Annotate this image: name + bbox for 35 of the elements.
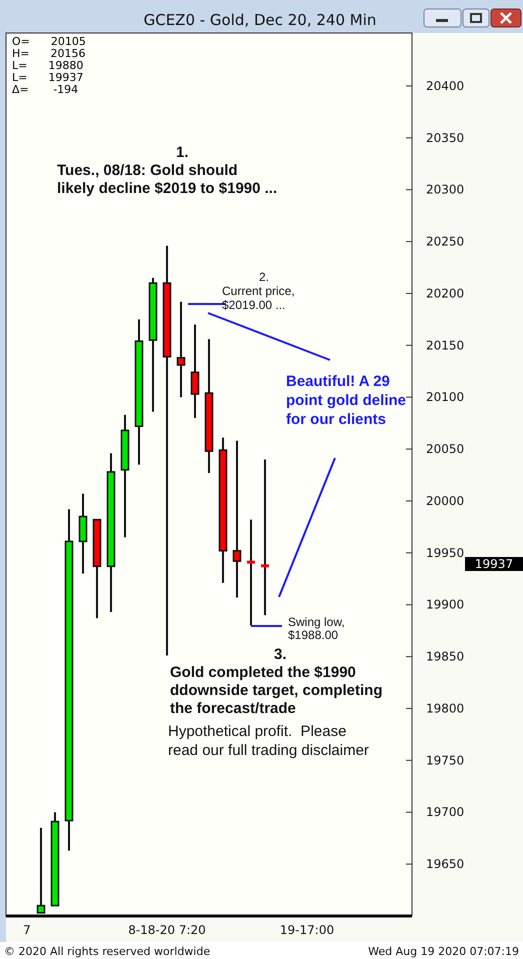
y-tick-label: 20000 bbox=[426, 494, 464, 508]
x-tick-label: 7 bbox=[23, 923, 31, 937]
candlestick bbox=[261, 458, 269, 616]
y-tick-label: 19850 bbox=[426, 650, 464, 664]
annotation: 2. Current price, $2019.00 ... bbox=[222, 270, 295, 312]
y-tick-label: 20100 bbox=[426, 390, 464, 404]
text: 19937 bbox=[474, 557, 514, 571]
candlestick bbox=[176, 300, 186, 398]
chart-title: GCEZ0 - Gold, Dec 20, 240 Min bbox=[144, 11, 376, 29]
candlestick bbox=[232, 440, 242, 598]
y-tick-label: 20300 bbox=[426, 182, 464, 197]
y-tick-label: 20250 bbox=[426, 234, 464, 249]
y-tick-label: 19900 bbox=[426, 598, 464, 612]
x-tick-label: 19-17:00 bbox=[280, 923, 334, 937]
y-tick-label: 19700 bbox=[426, 805, 464, 820]
y-tick-label: 20050 bbox=[426, 442, 464, 456]
y-tick-label: 19800 bbox=[426, 701, 464, 716]
y-tick-label: 19950 bbox=[426, 546, 464, 560]
y-tick-label: 20200 bbox=[426, 286, 464, 300]
y-tick-label: 20150 bbox=[426, 338, 464, 352]
y-tick-label: 20350 bbox=[426, 130, 464, 145]
annotation: 1. Tues., 08/18: Gold should likely decline $2019 to $1990 ... bbox=[57, 144, 278, 197]
y-tick-label: 20400 bbox=[426, 78, 464, 93]
x-tick-label: 8-18-20 7:20 bbox=[128, 923, 206, 937]
candlestick bbox=[190, 324, 200, 419]
annotation: Swing low, $1988.00 bbox=[288, 615, 345, 642]
annotation: Beautiful! A 29 point gold deline for our clients bbox=[286, 373, 406, 428]
text: Wed Aug 19 2020 07:07:19 bbox=[368, 945, 519, 958]
y-tick-label: 19750 bbox=[426, 753, 464, 768]
annotation: O= 20105 H= 20156 L= 19880 L= 19937 Δ= -194 bbox=[12, 35, 86, 96]
candlestick bbox=[247, 518, 255, 626]
text: © 2020 All rights reserved worldwide bbox=[4, 945, 210, 958]
annotation: 3. Gold completed the $1990 ddownside target, completing the forecast/trade bbox=[170, 646, 383, 717]
annotation: Hypothetical profit. Please read our full trading disclaimer bbox=[168, 723, 369, 759]
y-tick-label: 19650 bbox=[426, 857, 464, 872]
